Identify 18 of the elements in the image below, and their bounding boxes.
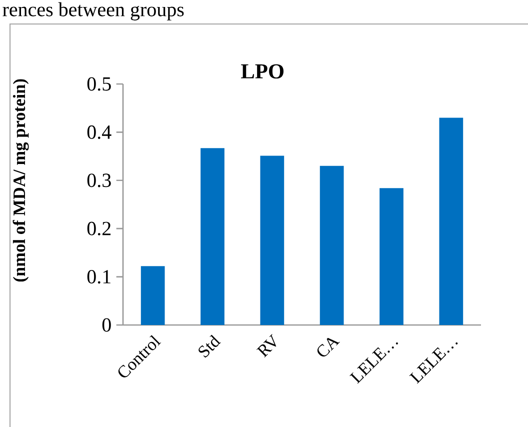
y-tick-label: 0.1 — [87, 270, 110, 284]
x-tick-label: RV — [256, 334, 276, 358]
y-axis-title: (nmol of MDA/ mg protein) — [12, 79, 29, 282]
x-tick-label: CA — [317, 338, 340, 357]
bar — [200, 148, 224, 325]
y-tick-label: 0.3 — [87, 174, 111, 188]
bar — [380, 188, 404, 325]
y-tick-label: 0.4 — [87, 125, 112, 139]
text: rences between groups — [2, 2, 184, 20]
x-tick-label: Std — [198, 334, 221, 358]
bar — [320, 166, 344, 325]
bar — [140, 266, 165, 325]
bar — [439, 118, 464, 325]
chart-title: LPO — [241, 64, 284, 79]
y-tick-label: 0.5 — [87, 77, 111, 91]
y-tick-label: 0.2 — [87, 222, 111, 236]
y-tick-label: 0 — [102, 318, 111, 332]
bar — [260, 156, 284, 325]
